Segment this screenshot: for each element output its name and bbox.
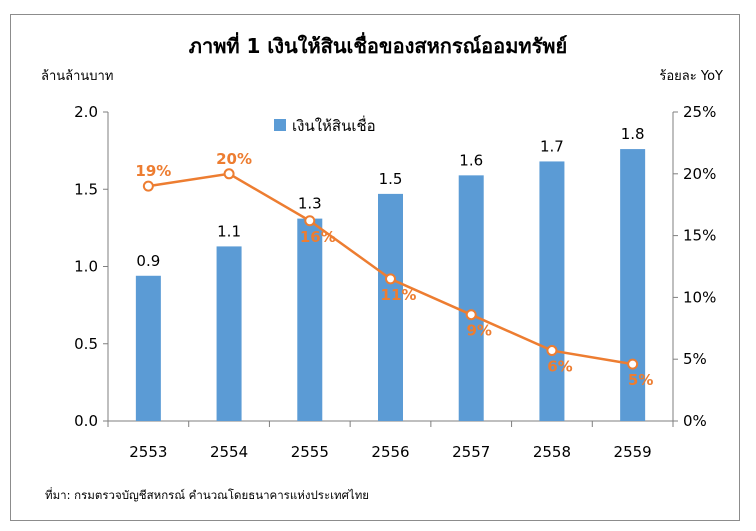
y-axis-left-label: ล้านล้านบาท bbox=[41, 69, 114, 84]
bar bbox=[458, 175, 484, 421]
bar bbox=[539, 161, 565, 421]
y-tick-label-left: 1.0 bbox=[74, 258, 98, 276]
bar bbox=[297, 218, 323, 421]
x-tick-label: 2555 bbox=[291, 443, 329, 461]
yoy-value-label: 16% bbox=[300, 228, 336, 246]
bar bbox=[216, 246, 242, 421]
bar-value-label: 1.8 bbox=[621, 125, 645, 143]
legend-swatch bbox=[274, 119, 286, 131]
yoy-point bbox=[223, 168, 235, 180]
y-tick-label-left: 0.5 bbox=[74, 335, 98, 353]
x-tick-label: 2559 bbox=[614, 443, 652, 461]
y-axis-right-label: ร้อยละ YoY bbox=[659, 69, 723, 84]
x-tick-label: 2557 bbox=[452, 443, 490, 461]
bar-value-label: 1.7 bbox=[540, 137, 564, 155]
bar bbox=[378, 193, 403, 421]
x-tick-label: 2553 bbox=[129, 443, 167, 461]
bar bbox=[135, 275, 161, 421]
bar-value-label: 1.3 bbox=[298, 195, 322, 213]
y-tick-label-right: 20% bbox=[683, 165, 716, 183]
yoy-point bbox=[546, 345, 558, 357]
yoy-point bbox=[304, 215, 316, 227]
yoy-point bbox=[627, 358, 639, 370]
bar-value-label: 1.6 bbox=[459, 151, 483, 169]
x-tick-label: 2556 bbox=[371, 443, 409, 461]
y-tick-label-left: 1.5 bbox=[74, 180, 98, 198]
source-note: ที่มา: กรมตรวจบัญชีสหกรณ์ คำนวณโดยธนาคาร… bbox=[45, 488, 370, 502]
bar-value-label: 1.5 bbox=[379, 170, 403, 188]
yoy-value-label: 5% bbox=[628, 371, 653, 389]
y-tick-label-left: 0.0 bbox=[74, 412, 98, 430]
yoy-value-label: 9% bbox=[466, 322, 491, 340]
yoy-point bbox=[142, 180, 154, 192]
y-tick-label-right: 25% bbox=[683, 103, 716, 121]
chart-title: ภาพที่ 1 เงินให้สินเชื่อของสหกรณ์ออมทรัพ… bbox=[188, 34, 568, 58]
y-tick-label-right: 10% bbox=[683, 288, 716, 306]
y-tick-label-left: 2.0 bbox=[74, 103, 98, 121]
bar-value-label: 1.1 bbox=[217, 222, 241, 240]
yoy-point bbox=[465, 309, 477, 321]
y-tick-label-right: 5% bbox=[683, 350, 707, 368]
bar-value-label: 0.9 bbox=[136, 252, 160, 270]
y-tick-label-right: 15% bbox=[683, 227, 716, 245]
yoy-value-label: 11% bbox=[381, 286, 417, 304]
x-tick-label: 2554 bbox=[210, 443, 248, 461]
yoy-point bbox=[385, 273, 396, 285]
legend-label: เงินให้สินเชื่อ bbox=[292, 115, 376, 135]
y-tick-label-right: 0% bbox=[683, 412, 707, 430]
bar bbox=[620, 149, 646, 421]
yoy-value-label: 6% bbox=[547, 358, 572, 376]
yoy-value-label: 19% bbox=[135, 162, 171, 180]
x-tick-label: 2558 bbox=[533, 443, 571, 461]
yoy-value-label: 20% bbox=[216, 150, 252, 168]
